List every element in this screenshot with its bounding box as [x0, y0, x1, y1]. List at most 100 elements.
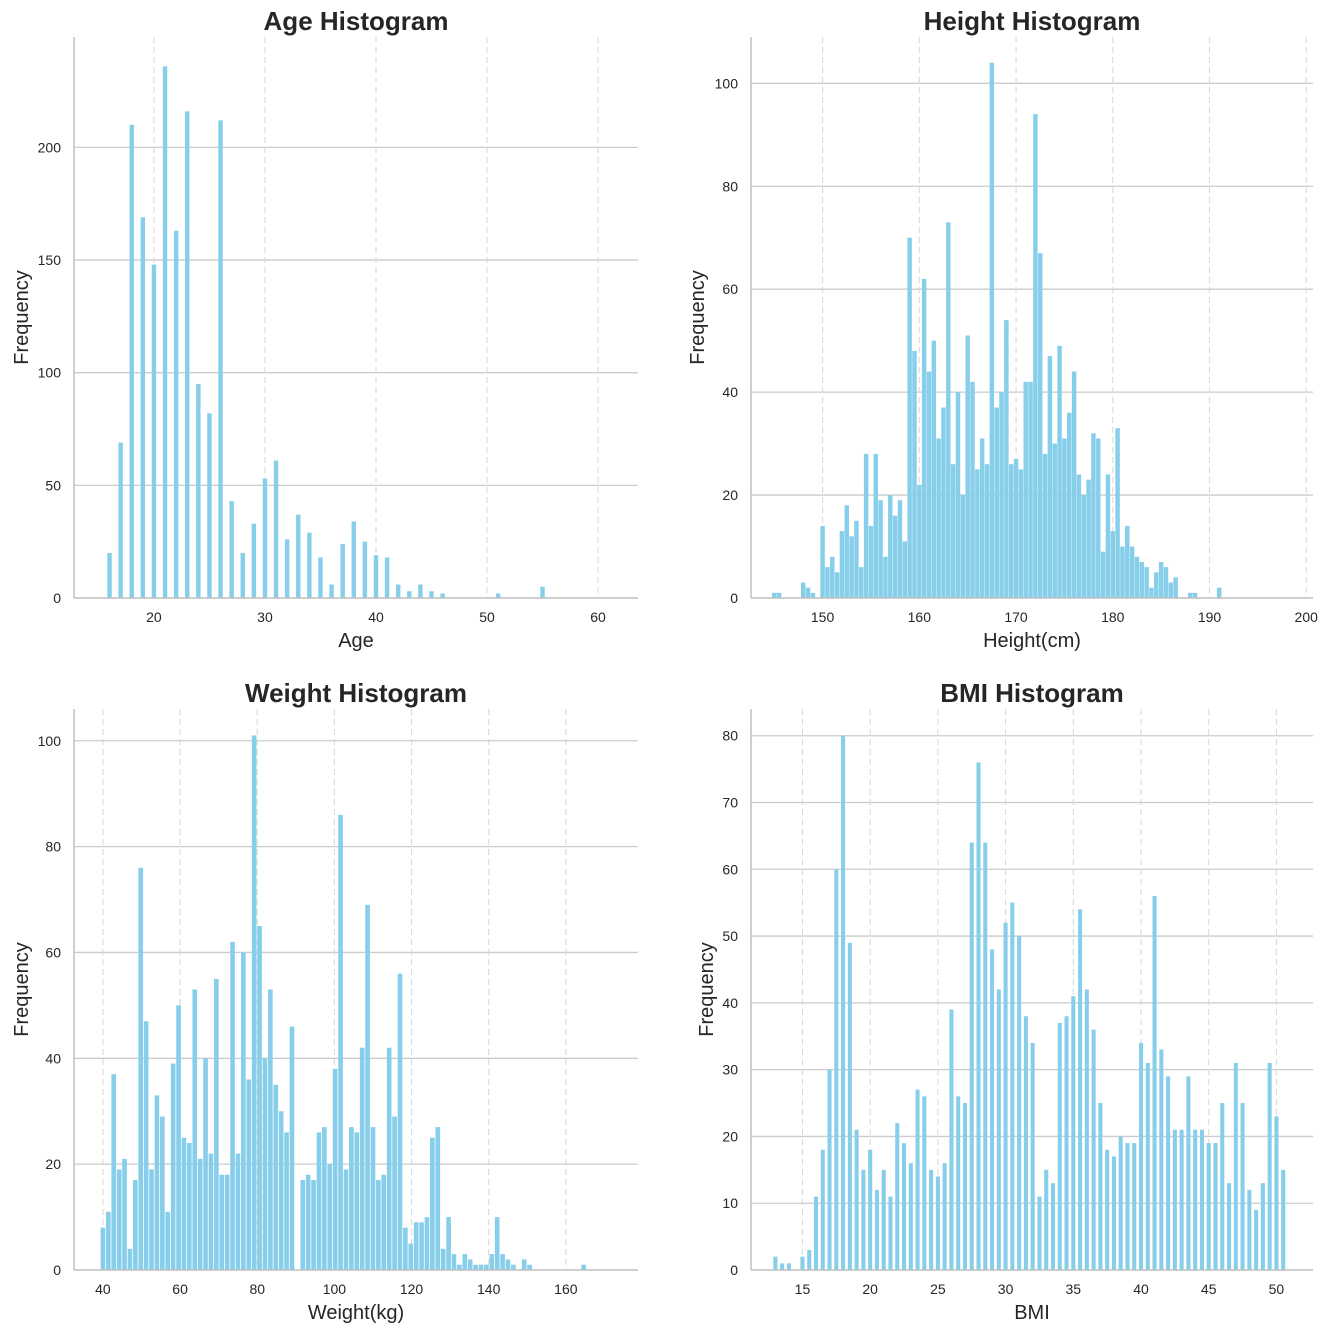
y-tick-label: 50	[45, 477, 61, 493]
histogram-bar	[1168, 582, 1174, 598]
histogram-bar	[942, 1163, 947, 1270]
histogram-bar	[868, 1149, 873, 1270]
histogram-bar	[111, 1074, 117, 1270]
x-tick-label: 50	[479, 609, 495, 625]
x-tick-label: 160	[908, 609, 932, 625]
histogram-bar	[521, 1259, 527, 1270]
histogram-bar	[296, 514, 301, 598]
y-tick-label: 20	[722, 1128, 738, 1144]
histogram-bar	[581, 1264, 586, 1270]
histogram-bar	[820, 1149, 825, 1270]
histogram-bar	[834, 869, 839, 1270]
histogram-bar	[1187, 592, 1193, 598]
histogram-bar	[351, 521, 356, 598]
y-tick-label: 60	[722, 861, 738, 877]
histogram-bar	[1078, 909, 1083, 1270]
histogram-bar	[1120, 546, 1125, 598]
histogram-bar	[246, 1079, 252, 1270]
histogram-bar	[1064, 1016, 1069, 1270]
histogram-bar	[863, 453, 869, 598]
x-tick-label: 30	[998, 1281, 1014, 1297]
histogram-bar	[1076, 474, 1082, 598]
y-tick-label: 100	[715, 75, 739, 91]
histogram-bar	[343, 1169, 349, 1270]
histogram-bar	[107, 552, 112, 598]
x-tick-label: 150	[811, 609, 835, 625]
y-tick-label: 50	[722, 928, 738, 944]
y-tick-label: 80	[722, 728, 738, 744]
histogram-bar	[143, 1021, 149, 1270]
histogram-bar	[1111, 1156, 1116, 1270]
histogram-bar	[1254, 1209, 1259, 1270]
histogram-bar	[451, 1254, 457, 1270]
histogram-bar	[397, 973, 403, 1270]
histogram-bar	[386, 1047, 392, 1270]
histogram-bar	[1154, 572, 1159, 598]
histogram-bar	[338, 814, 343, 1270]
histogram-bar	[500, 1254, 505, 1270]
histogram-bar	[1274, 1116, 1279, 1270]
histogram-bar	[1220, 1103, 1225, 1270]
histogram-bar	[322, 1127, 327, 1270]
x-tick-label: 100	[323, 1281, 347, 1297]
histogram-bar	[962, 1103, 967, 1270]
histogram-bar	[1227, 1183, 1232, 1270]
histogram-bar	[983, 842, 988, 1270]
histogram-bar	[495, 593, 501, 598]
histogram-bar	[1213, 1143, 1218, 1270]
histogram-bar	[776, 592, 782, 598]
histogram-bar	[129, 124, 134, 599]
histogram-bar	[1138, 1042, 1144, 1270]
y-tick-label: 80	[722, 178, 738, 194]
histogram-bar	[273, 1084, 279, 1270]
histogram-bar	[996, 989, 1001, 1270]
histogram-bar	[773, 1256, 778, 1270]
histogram-bar	[478, 1264, 484, 1270]
histogram-bar	[1067, 412, 1072, 598]
histogram-bar	[908, 1163, 913, 1270]
histogram-bar	[955, 392, 961, 598]
histogram-bar	[408, 1243, 414, 1270]
histogram-bar	[140, 217, 146, 598]
histogram-bar	[841, 735, 846, 1270]
histogram-bar	[1023, 381, 1028, 598]
y-tick-label: 80	[45, 839, 61, 855]
chart-title: Age Histogram	[264, 6, 449, 36]
histogram-bar	[915, 1089, 920, 1270]
histogram-bar	[305, 1174, 311, 1270]
y-tick-label: 70	[722, 795, 738, 811]
histogram-bar	[935, 1176, 940, 1270]
histogram-bar	[849, 536, 854, 598]
histogram-bar	[965, 335, 970, 598]
histogram-bar	[854, 520, 859, 598]
histogram-bar	[418, 584, 423, 598]
histogram-bar	[975, 469, 980, 598]
chart-panel-3: 40 60 80 100 120 140 160 0 20 40 60 80 100 Weight His…	[11, 678, 638, 1324]
histogram-bar	[362, 541, 368, 598]
histogram-bar	[820, 525, 825, 598]
chart-panel-4: 15 20 25 30 35 40 45 50 0 10 20 30 40 50 60 70 80 BMI His…	[696, 678, 1313, 1324]
histogram-bar	[170, 1063, 176, 1270]
histogram-bar	[1134, 556, 1140, 598]
histogram-bar	[1017, 936, 1022, 1270]
histogram-bar	[100, 1227, 106, 1270]
y-tick-label: 200	[38, 139, 62, 155]
histogram-bar	[1084, 989, 1089, 1270]
histogram-bar	[1233, 1062, 1238, 1270]
histogram-bar	[1057, 345, 1062, 598]
y-tick-label: 10	[722, 1195, 738, 1211]
histogram-bar	[786, 1263, 791, 1270]
chart-title: BMI Histogram	[940, 678, 1123, 708]
histogram-bar	[473, 1264, 478, 1270]
histogram-bar	[929, 1169, 934, 1270]
histogram-bar	[1003, 922, 1008, 1270]
histogram-bar	[805, 587, 811, 598]
histogram-bar	[917, 484, 922, 598]
histogram-bar	[1173, 577, 1178, 598]
histogram-bar	[230, 941, 235, 1270]
histogram-bar	[1071, 996, 1076, 1270]
histogram-bar	[484, 1264, 489, 1270]
histogram-bar	[318, 557, 323, 598]
histogram-bar	[349, 1127, 354, 1270]
